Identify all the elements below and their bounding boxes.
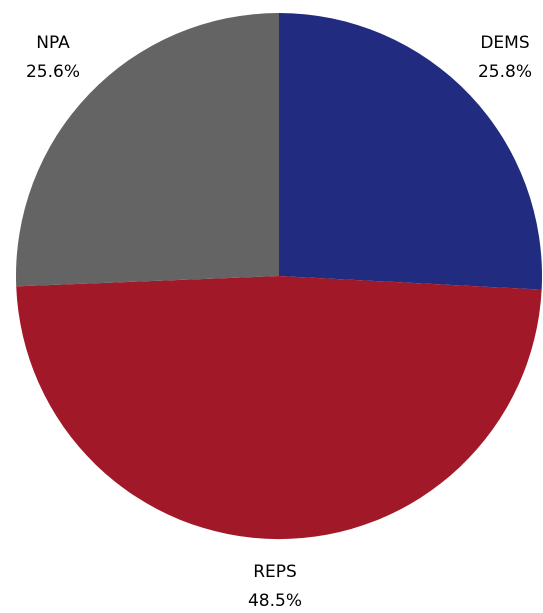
slice-value-label-npa: 25.6% [26,62,80,82]
slice-name-label-npa: NPA [36,33,70,53]
slice-value-label-reps: 48.5% [248,591,302,611]
slice-name-label-dems: DEMS [480,33,529,53]
slice-name-label-reps: REPS [253,562,297,582]
slices-layer [15,13,543,540]
pie-slice-reps [16,276,542,540]
labels-layer: DEMS 25.8% REPS 48.5% NPA 25.6% [26,33,532,611]
pie-slice-npa [15,13,279,287]
slice-value-label-dems: 25.8% [478,62,532,82]
pie-slice-dems [279,13,543,290]
